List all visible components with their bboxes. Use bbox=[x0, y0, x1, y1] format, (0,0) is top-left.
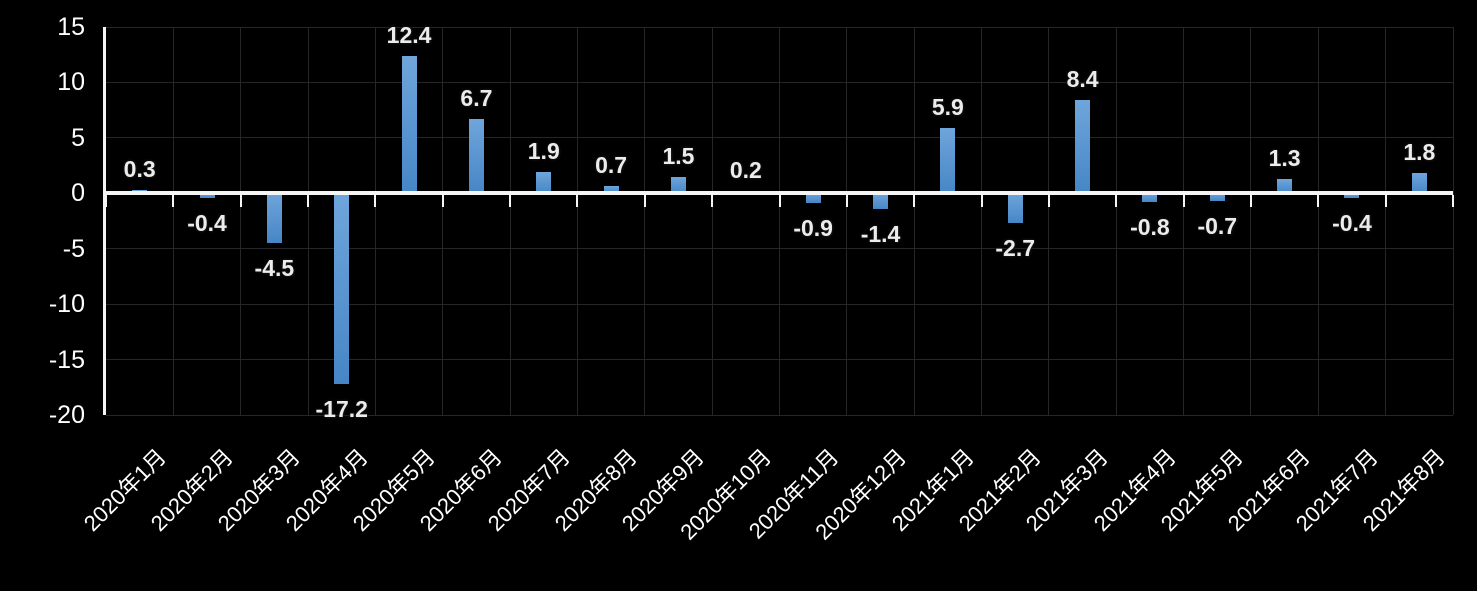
bar bbox=[670, 176, 686, 194]
gridline-vertical bbox=[509, 27, 511, 415]
bar bbox=[940, 127, 956, 194]
gridline-vertical bbox=[779, 27, 780, 415]
x-axis-tick bbox=[711, 194, 714, 207]
data-label: 6.7 bbox=[460, 85, 493, 111]
x-axis-tick bbox=[1317, 194, 1320, 207]
x-axis-tick bbox=[1384, 194, 1387, 207]
data-label: -4.5 bbox=[254, 255, 295, 282]
gridline-vertical bbox=[1317, 27, 1319, 415]
gridline-vertical bbox=[374, 27, 376, 415]
bar bbox=[536, 172, 552, 194]
data-label: -0.7 bbox=[1197, 213, 1238, 240]
gridline-vertical bbox=[913, 27, 915, 415]
gridline-vertical bbox=[1115, 27, 1117, 415]
y-tick-label: -20 bbox=[48, 401, 85, 429]
data-label: -1.4 bbox=[860, 220, 901, 247]
x-axis-tick bbox=[172, 194, 175, 207]
bar bbox=[334, 193, 350, 384]
x-axis-tick bbox=[845, 194, 848, 207]
gridline-vertical bbox=[711, 27, 713, 415]
y-tick-label: 5 bbox=[71, 123, 85, 152]
x-axis-tick bbox=[307, 194, 310, 207]
y-tick-label: -10 bbox=[48, 290, 85, 319]
x-axis-tick bbox=[509, 194, 512, 207]
data-label: 5.9 bbox=[931, 93, 964, 120]
data-label: 1.8 bbox=[1403, 139, 1436, 166]
gridline-vertical bbox=[981, 27, 983, 415]
data-label: 1.3 bbox=[1268, 144, 1301, 171]
x-axis-tick bbox=[1182, 194, 1185, 207]
y-tick-label: -5 bbox=[62, 234, 85, 263]
x-axis-tick bbox=[1249, 194, 1252, 207]
gridline-horizontal bbox=[106, 414, 1453, 416]
data-label: 0.3 bbox=[123, 155, 156, 182]
bar bbox=[1075, 100, 1091, 194]
x-axis-tick bbox=[1452, 194, 1454, 207]
bar bbox=[1209, 193, 1225, 202]
data-label: 8.4 bbox=[1066, 66, 1099, 93]
bar bbox=[1007, 193, 1023, 224]
data-label: -0.8 bbox=[1130, 214, 1170, 241]
bar bbox=[805, 193, 821, 204]
data-label: -0.4 bbox=[187, 209, 227, 236]
x-axis-tick bbox=[1115, 194, 1118, 207]
y-axis-line bbox=[103, 27, 106, 415]
data-label: 1.9 bbox=[527, 138, 560, 165]
bar bbox=[468, 119, 484, 194]
bar bbox=[266, 193, 282, 244]
x-axis-tick bbox=[913, 194, 916, 207]
y-tick-label: 0 bbox=[71, 179, 85, 208]
gridline-vertical bbox=[172, 27, 174, 415]
bar bbox=[199, 193, 215, 198]
data-label: 0.7 bbox=[595, 151, 628, 178]
gridline-vertical bbox=[1048, 27, 1050, 415]
gridline-vertical bbox=[1452, 27, 1454, 415]
data-label: 1.5 bbox=[662, 142, 695, 169]
data-label: 12.4 bbox=[386, 21, 432, 48]
bar bbox=[873, 193, 889, 209]
gridline-vertical bbox=[1183, 27, 1185, 415]
x-axis-tick bbox=[374, 194, 377, 207]
bar bbox=[1277, 178, 1293, 194]
x-axis-tick bbox=[1047, 194, 1050, 207]
gridline-vertical bbox=[1385, 27, 1387, 415]
bar bbox=[1411, 173, 1427, 194]
x-axis-tick bbox=[105, 194, 107, 207]
bar bbox=[1142, 193, 1158, 203]
gridline-vertical bbox=[442, 27, 444, 415]
x-axis-tick bbox=[980, 194, 983, 207]
bar bbox=[401, 55, 417, 194]
x-axis-tick bbox=[441, 194, 444, 207]
x-axis-tick bbox=[576, 194, 579, 207]
y-tick-label: 15 bbox=[57, 13, 85, 41]
gridline-vertical bbox=[846, 27, 848, 415]
gridline-vertical bbox=[240, 27, 242, 415]
data-label: -17.2 bbox=[315, 395, 368, 422]
x-axis-tick bbox=[778, 194, 781, 207]
x-axis-zero-line bbox=[103, 190, 1453, 195]
bar bbox=[603, 185, 619, 194]
gridline-vertical bbox=[576, 27, 578, 415]
x-axis-tick bbox=[239, 194, 242, 207]
y-tick-label: -15 bbox=[48, 345, 85, 374]
y-tick-label: 10 bbox=[57, 68, 85, 97]
data-label: -0.4 bbox=[1332, 209, 1372, 236]
gridline-vertical bbox=[644, 27, 646, 415]
data-label: -2.7 bbox=[995, 235, 1036, 262]
data-label: -0.9 bbox=[793, 215, 833, 242]
bar bbox=[1344, 193, 1360, 198]
data-label: 0.2 bbox=[729, 157, 762, 184]
x-axis-tick bbox=[643, 194, 646, 207]
gridline-vertical bbox=[307, 27, 309, 415]
gridline-vertical bbox=[1250, 27, 1252, 415]
